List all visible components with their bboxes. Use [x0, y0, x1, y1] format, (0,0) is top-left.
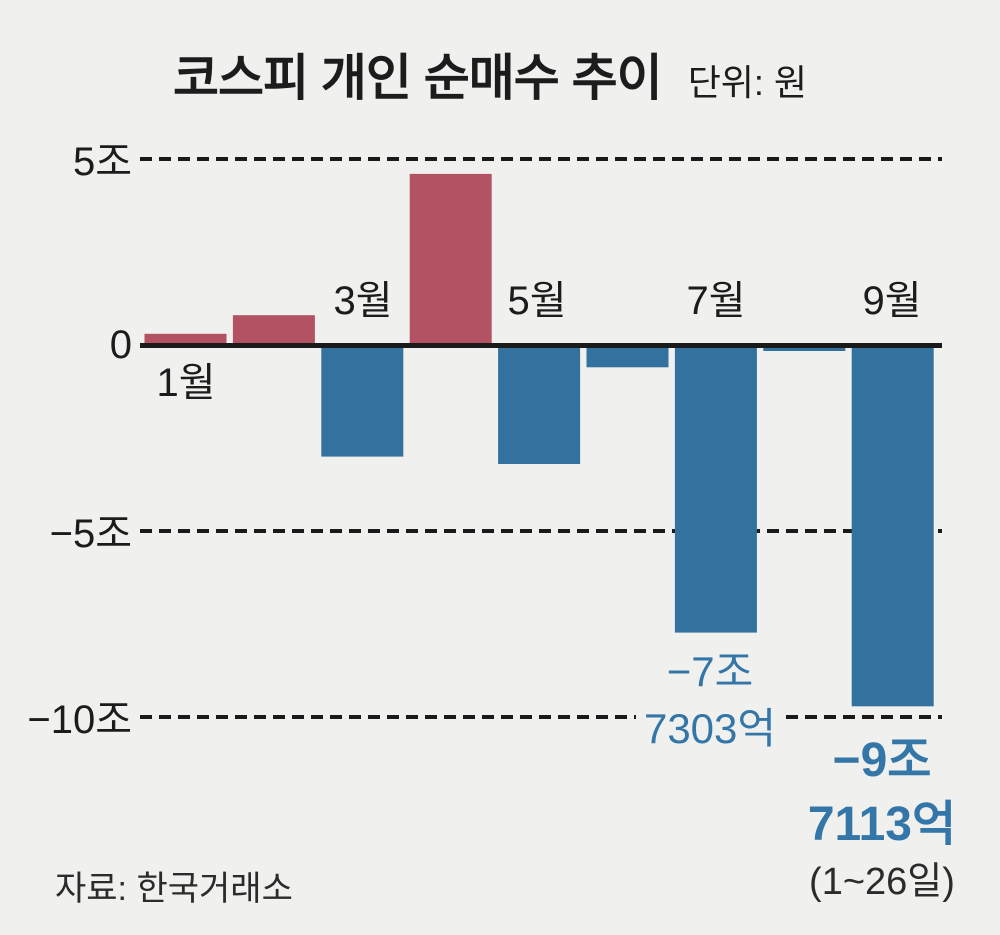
unit-label: 단위: 원: [687, 62, 808, 103]
september-value-line1: −9조: [832, 734, 932, 787]
source-credit: 자료: 한국거래소: [55, 870, 293, 908]
gridlines: [140, 157, 942, 719]
july-value-line1: −7조: [666, 648, 754, 695]
chart-header: 코스피 개인 순매수 추이 단위: 원: [173, 38, 807, 110]
september-value-line2: 7113억: [807, 798, 957, 851]
y-tick-minus5jo: −5조: [49, 512, 132, 556]
bar-series: [144, 173, 934, 707]
september-value-annotation: −9조 7113억 (1~26일): [808, 729, 956, 903]
july-value-annotation: −7조 7303억: [635, 643, 785, 757]
bar-5월: [498, 345, 581, 464]
bar-4월: [409, 173, 492, 345]
x-tick-jan: 1월: [156, 361, 216, 405]
september-date-range-note: (1~26일): [809, 861, 955, 903]
bar-3월: [321, 345, 404, 457]
x-tick-sep: 9월: [862, 279, 922, 323]
bar-1월: [144, 333, 227, 345]
y-tick-5jo: 5조: [72, 140, 132, 184]
bar-9월: [851, 345, 934, 707]
y-tick-0: 0: [109, 323, 132, 367]
bar-7월: [674, 345, 757, 633]
chart-title: 코스피 개인 순매수 추이: [173, 50, 663, 106]
x-tick-mar: 3월: [333, 279, 393, 323]
y-tick-minus10jo: −10조: [27, 698, 132, 742]
july-value-line2: 7303억: [635, 700, 785, 757]
bar-2월: [232, 315, 315, 345]
bar-6월: [586, 345, 669, 368]
x-tick-may: 5월: [507, 279, 567, 323]
x-tick-jul: 7월: [686, 279, 746, 323]
